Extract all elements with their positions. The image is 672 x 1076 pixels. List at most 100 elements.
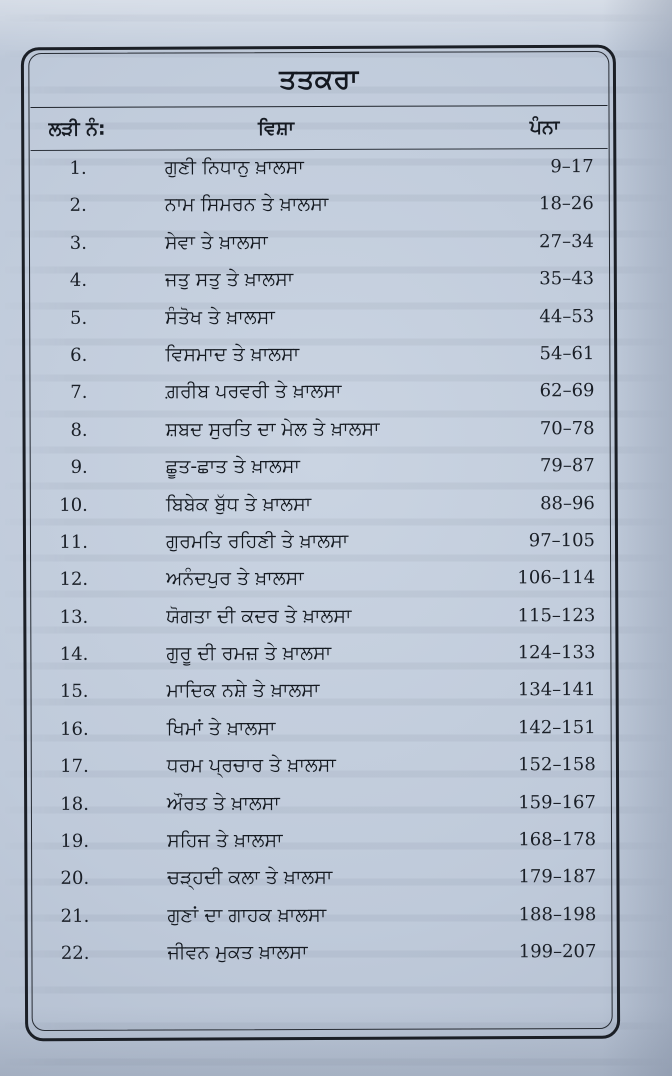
serial-number-text: 15.	[59, 681, 89, 703]
cell-page-range: 62–69	[539, 380, 595, 402]
table-row[interactable]: 21. ਗੁਣਾਂ ਦਾ ਗਾਹਕ ਖ਼ਾਲਸਾ 188–198	[33, 903, 610, 942]
cell-subject-title[interactable]: ਯੋਗਤਾ ਦੀ ਕਦਰ ਤੇ ਖ਼ਾਲਸਾ	[166, 604, 352, 628]
cell-page-range: 35–43	[539, 268, 595, 290]
cell-serial-number: 1.	[31, 158, 161, 179]
cell-serial-number: 20.	[33, 868, 163, 889]
cell-serial-number: 22.	[33, 943, 163, 964]
serial-number-text: 16.	[59, 718, 89, 740]
table-row[interactable]: 13. ਯੋਗਤਾ ਦੀ ਕਦਰ ਤੇ ਖ਼ਾਲਸਾ 115–123	[32, 604, 609, 643]
cell-subject-title[interactable]: ਮਾਦਿਕ ਨਸ਼ੇ ਤੇ ਖ਼ਾਲਸਾ	[166, 679, 320, 703]
cell-serial-number: 9.	[32, 457, 162, 478]
table-row[interactable]: 1. ਗੁਣੀ ਨਿਧਾਨੁ ਖ਼ਾਲਸਾ 9–17	[31, 155, 608, 194]
cell-page-range: 18–26	[538, 193, 594, 215]
cell-serial-number: 12.	[32, 569, 162, 590]
cell-serial-number: 8.	[32, 419, 162, 441]
table-row[interactable]: 6. ਵਿਸਮਾਦ ਤੇ ਖ਼ਾਲਸਾ 54–61	[31, 342, 608, 381]
cell-subject-title[interactable]: ਗੁਣੀ ਨਿਧਾਨੁ ਖ਼ਾਲਸਾ	[164, 156, 304, 179]
cell-subject-title[interactable]: ਗੁਰੂ ਦੀ ਰਮਜ਼ ਤੇ ਖ਼ਾਲਸਾ	[166, 642, 332, 665]
cell-subject-title[interactable]: ਅਨੰਦਪੁਰ ਤੇ ਖ਼ਾਲਸਾ	[166, 567, 304, 590]
table-row[interactable]: 3. ਸੇਵਾ ਤੇ ਖ਼ਾਲਸਾ 27–34	[31, 230, 608, 269]
table-row[interactable]: 2. ਨਾਮ ਸਿਮਰਨ ਤੇ ਖ਼ਾਲਸਾ 18–26	[31, 192, 608, 231]
cell-page-range: 27–34	[539, 230, 594, 253]
serial-number-text: 18.	[60, 793, 89, 815]
cell-serial-number: 7.	[31, 382, 161, 403]
cell-subject-title[interactable]: ਸੰਤੋਖ ਤੇ ਖ਼ਾਲਸਾ	[165, 305, 275, 329]
cell-subject-title[interactable]: ਛੂਤ-ਛਾਤ ਤੇ ਖ਼ਾਲਸਾ	[165, 455, 301, 478]
cell-serial-number: 21.	[33, 905, 163, 927]
cell-page-range: 134–141	[517, 679, 596, 701]
table-row[interactable]: 15. ਮਾਦਿਕ ਨਸ਼ੇ ਤੇ ਖ਼ਾਲਸਾ 134–141	[32, 678, 609, 717]
cell-subject-title[interactable]: ਗ਼ਰੀਬ ਪਰਵਰੀ ਤੇ ਖ਼ਾਲਸਾ	[165, 380, 342, 403]
serial-number-text: 12.	[59, 569, 89, 591]
cell-serial-number: 19.	[33, 831, 163, 852]
cell-subject-title[interactable]: ਖਿਮਾਂ ਤੇ ਖ਼ਾਲਸਾ	[166, 717, 276, 740]
cell-subject-title[interactable]: ਨਾਮ ਸਿਮਰਨ ਤੇ ਖ਼ਾਲਸਾ	[164, 193, 329, 216]
cell-serial-number: 17.	[33, 756, 163, 777]
cell-serial-number: 15.	[32, 681, 162, 702]
table-row[interactable]: 9. ਛੂਤ-ਛਾਤ ਤੇ ਖ਼ਾਲਸਾ 79–87	[32, 454, 609, 493]
cell-subject-title[interactable]: ਧਰਮ ਪ੍ਰਚਾਰ ਤੇ ਖ਼ਾਲਸਾ	[166, 754, 336, 777]
table-row[interactable]: 5. ਸੰਤੋਖ ਤੇ ਖ਼ਾਲਸਾ 44–53	[31, 305, 608, 344]
cell-page-range: 9–17	[550, 156, 594, 178]
serial-number-text: 22.	[60, 943, 90, 965]
cell-page-range: 159–167	[518, 791, 596, 813]
cell-page-range: 44–53	[539, 305, 595, 327]
table-row[interactable]: 10. ਬਿਬੇਕ ਬੁੱਧ ਤੇ ਖ਼ਾਲਸਾ 88–96	[32, 492, 609, 531]
table-row[interactable]: 12. ਅਨੰਦਪੁਰ ਤੇ ਖ਼ਾਲਸਾ 106–114	[32, 566, 609, 605]
serial-number-text: 10.	[59, 494, 88, 516]
table-row[interactable]: 22. ਜੀਵਨ ਮੁਕਤ ਖ਼ਾਲਸਾ 199–207	[33, 940, 610, 979]
cell-serial-number: 18.	[33, 793, 163, 814]
table-row[interactable]: 16. ਖਿਮਾਂ ਤੇ ਖ਼ਾਲਸਾ 142–151	[33, 716, 610, 755]
cell-page-range: 199–207	[518, 941, 597, 963]
table-row[interactable]: 7. ਗ਼ਰੀਬ ਪਰਵਰੀ ਤੇ ਖ਼ਾਲਸਾ 62–69	[31, 379, 608, 418]
cell-serial-number: 2.	[31, 195, 161, 216]
cell-serial-number: 6.	[31, 345, 161, 366]
table-row[interactable]: 19. ਸਹਿਜ ਤੇ ਖ਼ਾਲਸਾ 168–178	[33, 828, 610, 867]
table-row[interactable]: 11. ਗੁਰਮਤਿ ਰਹਿਣੀ ਤੇ ਖ਼ਾਲਸਾ 97–105	[32, 529, 609, 568]
cell-subject-title[interactable]: ਵਿਸਮਾਦ ਤੇ ਖ਼ਾਲਸਾ	[165, 343, 300, 366]
table-row[interactable]: 18. ਔਰਤ ਤੇ ਖ਼ਾਲਸਾ 159–167	[33, 791, 610, 830]
cell-subject-title[interactable]: ਗੁਣਾਂ ਦਾ ਗਾਹਕ ਖ਼ਾਲਸਾ	[167, 903, 327, 927]
table-of-contents-body: 1. ਗੁਣੀ ਨਿਧਾਨੁ ਖ਼ਾਲਸਾ 9–17 2. ਨਾਮ ਸਿਮਰਨ ਤੇ ਖ…	[29, 149, 613, 980]
table-row[interactable]: 8. ਸ਼ਬਦ ਸੁਰਤਿ ਦਾ ਮੇਲ ਤੇ ਖ਼ਾਲਸਾ 70–78	[32, 417, 609, 456]
cell-serial-number: 13.	[32, 606, 162, 627]
cell-page-range: 179–187	[518, 866, 597, 888]
serial-number-text: 13.	[59, 606, 89, 628]
cell-page-range: 70–78	[539, 417, 595, 439]
cell-subject-title[interactable]: ਸੇਵਾ ਤੇ ਖ਼ਾਲਸਾ	[164, 230, 268, 254]
serial-number-text: 14.	[59, 643, 89, 665]
cell-subject-title[interactable]: ਜਤੁ ਸਤੁ ਤੇ ਖ਼ਾਲਸਾ	[165, 268, 294, 291]
cell-subject-title[interactable]: ਚੜ੍ਹਦੀ ਕਲਾ ਤੇ ਖ਼ਾਲਸਾ	[167, 866, 333, 889]
cell-subject-title[interactable]: ਬਿਬੇਕ ਬੁੱਧ ਤੇ ਖ਼ਾਲਸਾ	[165, 492, 312, 516]
serial-number-text: 1.	[69, 157, 87, 179]
cell-subject-title[interactable]: ਸਹਿਜ ਤੇ ਖ਼ਾਲਸਾ	[167, 829, 283, 852]
cell-subject-title[interactable]: ਔਰਤ ਤੇ ਖ਼ਾਲਸਾ	[166, 791, 280, 815]
serial-number-text: 2.	[69, 195, 87, 217]
serial-number-text: 5.	[69, 307, 88, 329]
serial-number-text: 21.	[60, 905, 90, 927]
column-header-serial: ਲੜੀ ਨੰ:	[48, 117, 106, 140]
cell-page-range: 152–158	[518, 754, 596, 776]
cell-subject-title[interactable]: ਗੁਰਮਤਿ ਰਹਿਣੀ ਤੇ ਖ਼ਾਲਸਾ	[165, 529, 349, 553]
serial-number-text: 3.	[69, 232, 87, 254]
cell-serial-number: 14.	[32, 644, 162, 665]
cell-subject-title[interactable]: ਜੀਵਨ ਮੁਕਤ ਖ਼ਾਲਸਾ	[167, 941, 308, 964]
table-row[interactable]: 14. ਗੁਰੂ ਦੀ ਰਮਜ਼ ਤੇ ਖ਼ਾਲਸਾ 124–133	[32, 641, 609, 680]
cell-subject-title[interactable]: ਸ਼ਬਦ ਸੁਰਤਿ ਦਾ ਮੇਲ ਤੇ ਖ਼ਾਲਸਾ	[165, 417, 380, 441]
page-title: ਤਤਕਰਾ	[279, 63, 359, 95]
table-row[interactable]: 4. ਜਤੁ ਸਤੁ ਤੇ ਖ਼ਾਲਸਾ 35–43	[31, 267, 608, 306]
serial-number-text: 4.	[69, 269, 88, 292]
cell-page-range: 88–96	[540, 492, 595, 514]
table-row[interactable]: 17. ਧਰਮ ਪ੍ਰਚਾਰ ਤੇ ਖ਼ਾਲਸਾ 152–158	[33, 753, 610, 792]
cell-page-range: 115–123	[517, 604, 596, 627]
cell-page-range: 97–105	[528, 529, 596, 552]
cell-page-range: 124–133	[517, 642, 596, 664]
cell-page-range: 142–151	[517, 716, 596, 739]
serial-number-text: 20.	[60, 868, 90, 890]
column-header-page: ਪੰਨਾ	[529, 116, 560, 139]
table-header-row: ਲੜੀ ਨੰ: ਵਿਸ਼ਾ ਪੰਨਾ	[28, 106, 609, 150]
table-row[interactable]: 20. ਚੜ੍ਹਦੀ ਕਲਾ ਤੇ ਖ਼ਾਲਸਾ 179–187	[33, 865, 610, 904]
cell-page-range: 188–198	[518, 903, 597, 926]
serial-number-text: 19.	[60, 830, 90, 852]
